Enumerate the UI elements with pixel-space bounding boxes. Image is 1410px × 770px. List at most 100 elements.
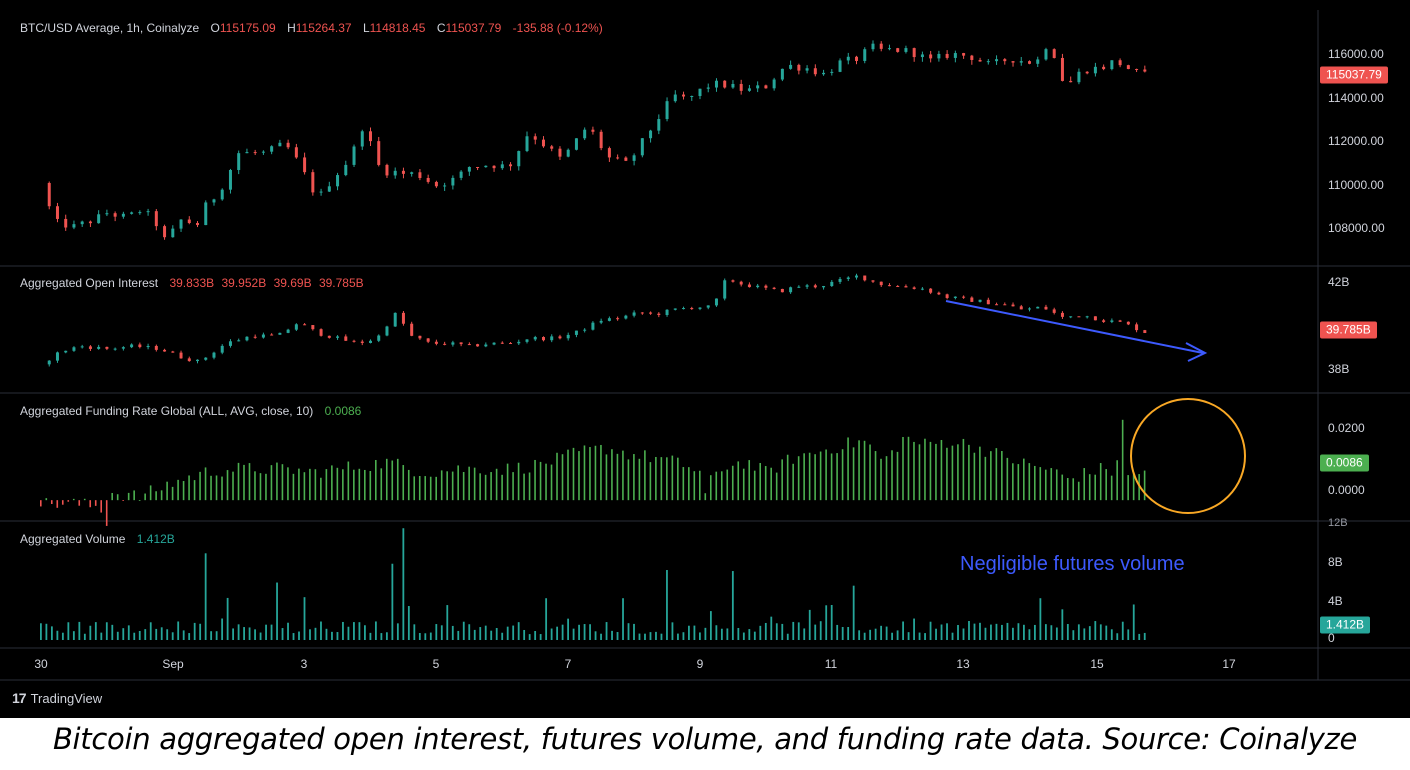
price-candle <box>360 131 364 147</box>
price-candle <box>1044 49 1048 60</box>
funding-rate-bar <box>803 453 805 501</box>
price-candle <box>278 142 282 147</box>
tradingview-brand[interactable]: 17 TradingView <box>12 690 102 706</box>
open-interest-candle <box>1003 304 1007 306</box>
volume-bar <box>182 630 185 640</box>
funding-rate-bar <box>1127 475 1129 501</box>
price-candle <box>1036 59 1040 64</box>
open-interest-candle <box>476 344 480 347</box>
funding-rate-bar <box>265 473 267 501</box>
volume-bar <box>243 627 245 640</box>
price-candle <box>657 119 661 131</box>
open-interest-candle <box>698 307 702 309</box>
volume-bar <box>677 633 679 640</box>
funding-rate-bar <box>127 492 130 501</box>
volume-bar <box>495 628 498 640</box>
price-candle <box>541 139 545 147</box>
open-interest-candle <box>130 344 134 348</box>
funding-rate-bar <box>446 471 448 501</box>
funding-rate-bar <box>737 461 740 501</box>
funding-rate-bar <box>1072 478 1075 501</box>
funding-rate-bar <box>1132 472 1135 501</box>
volume-bar <box>78 621 81 640</box>
volume-bar <box>688 625 690 640</box>
price-candle <box>591 129 595 132</box>
volume-bar <box>259 632 262 640</box>
volume-bar <box>1094 621 1097 640</box>
volume-bar <box>1083 628 1086 640</box>
funding-rate-bar <box>753 470 756 501</box>
funding-rate-bar <box>122 500 124 501</box>
price-y-tick: 116000.00 <box>1328 47 1384 61</box>
funding-rate-bar <box>726 469 729 501</box>
price-candle <box>583 129 587 139</box>
funding-rate-bar <box>797 456 800 501</box>
open-interest-candle <box>599 320 603 323</box>
open-interest-candle <box>352 340 356 342</box>
price-candle <box>303 157 307 173</box>
open-interest-candle <box>607 318 611 321</box>
price-candle <box>706 87 710 89</box>
volume-bar <box>292 633 295 640</box>
funding-rate-bar <box>276 462 278 501</box>
volume-bar <box>770 616 773 640</box>
volume-bar <box>874 628 877 640</box>
funding-rate-bar <box>759 462 762 501</box>
funding-rate-bar <box>94 500 97 506</box>
volume-legend: Aggregated Volume 1.412B <box>20 532 179 546</box>
volume-bar <box>254 629 256 640</box>
funding-rate-bar <box>616 453 619 501</box>
funding-rate-bar <box>633 454 635 501</box>
volume-bar <box>1044 624 1047 640</box>
volume-bar <box>1127 629 1130 640</box>
volume-bar <box>737 627 740 640</box>
open-interest-candle <box>64 350 68 353</box>
funding-rate-bar <box>583 445 586 501</box>
volume-bar <box>990 624 992 640</box>
open-interest-candle <box>1110 320 1114 322</box>
price-candle <box>97 214 101 224</box>
funding-rate-bar <box>605 454 608 501</box>
volume-bar <box>644 633 646 640</box>
funding-rate-bar <box>1083 468 1086 501</box>
volume-bar <box>655 631 657 640</box>
volume-bar <box>45 623 48 640</box>
open-interest-candle <box>756 285 760 288</box>
volume-bar <box>303 597 306 640</box>
open-interest-candle <box>846 277 850 279</box>
open-interest-candle <box>714 298 718 306</box>
trend-arrow-icon <box>945 300 1204 354</box>
funding-rate-bar <box>89 500 92 508</box>
volume-bar <box>199 623 202 640</box>
funding-rate-bar <box>572 447 575 501</box>
funding-rate-bar <box>534 459 536 501</box>
volume-bar <box>720 628 723 640</box>
volume-bar <box>682 632 685 640</box>
price-candle <box>640 138 644 156</box>
open-interest-candle <box>245 336 249 341</box>
price-candle <box>525 136 529 152</box>
open-interest-candle <box>665 309 669 315</box>
funding-rate-bar <box>331 465 333 501</box>
price-candle <box>616 157 620 159</box>
open-interest-candle <box>196 359 200 362</box>
funding-rate-bar <box>841 449 844 501</box>
volume-bar <box>1033 624 1036 640</box>
funding-rate-bars <box>40 419 1146 526</box>
volume-bar <box>940 624 943 640</box>
open-interest-candle <box>929 288 933 293</box>
funding-rate-bar <box>611 449 613 501</box>
funding-rate-bar <box>413 476 416 501</box>
open-interest-candle <box>278 332 282 335</box>
open-interest-candle <box>525 339 529 342</box>
volume-bar <box>764 622 767 640</box>
volume-bar <box>699 632 701 640</box>
open-interest-candle <box>212 352 216 358</box>
price-candle <box>401 170 405 174</box>
volume-bar <box>237 624 240 640</box>
volume-bar <box>342 621 344 640</box>
volume-bar <box>221 618 224 640</box>
open-interest-candle <box>863 275 867 281</box>
volume-bar <box>56 630 59 640</box>
volume-bar <box>309 629 311 640</box>
